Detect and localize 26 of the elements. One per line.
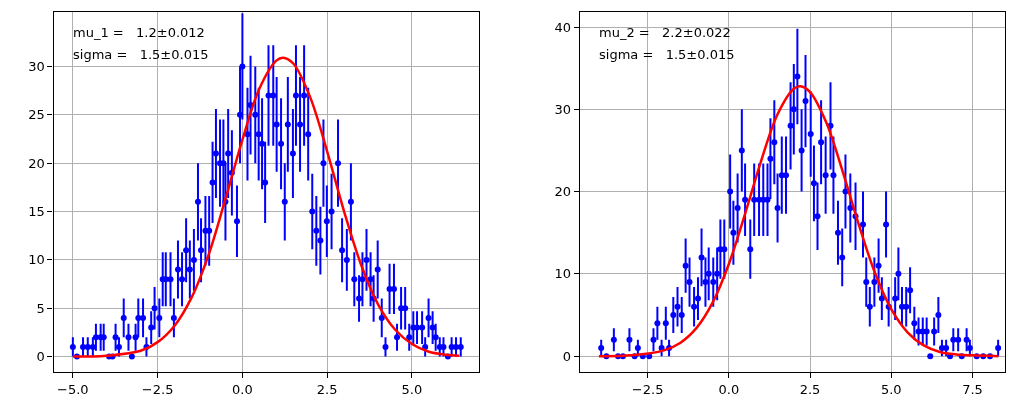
y-tick-label: 10 bbox=[28, 252, 45, 268]
y-tick-label: 40 bbox=[554, 19, 572, 35]
annotation: sigma = 1.5±0.015 bbox=[599, 47, 735, 62]
y-tick-label: 15 bbox=[28, 204, 45, 220]
y-tick-label: 0 bbox=[36, 349, 45, 365]
x-tick-label: 2.5 bbox=[799, 381, 821, 397]
annotation: mu_1 = 1.2±0.012 bbox=[73, 25, 205, 40]
y-tick-label: 20 bbox=[28, 155, 45, 171]
y-tick-label: 25 bbox=[28, 107, 45, 123]
x-tick-label: −2.5 bbox=[141, 381, 174, 397]
x-tick-label: 2.5 bbox=[316, 381, 338, 397]
x-tick-label: 7.5 bbox=[962, 381, 983, 397]
x-tick-label: 0.0 bbox=[718, 381, 740, 397]
x-tick-label: 5.0 bbox=[401, 381, 423, 397]
y-tick-label: 20 bbox=[554, 184, 572, 200]
annotation: sigma = 1.5±0.015 bbox=[73, 47, 209, 62]
y-tick-label: 10 bbox=[554, 266, 572, 282]
x-tick-label: −5.0 bbox=[57, 381, 89, 397]
x-tick-label: −2.5 bbox=[631, 381, 664, 397]
annotation: mu_2 = 2.2±0.022 bbox=[599, 25, 731, 40]
y-tick-label: 0 bbox=[562, 348, 572, 364]
x-tick-label: 5.0 bbox=[880, 381, 902, 397]
y-tick-label: 30 bbox=[28, 58, 45, 74]
x-tick-label: 0.0 bbox=[232, 381, 253, 397]
y-tick-label: 5 bbox=[36, 300, 45, 316]
y-tick-label: 30 bbox=[554, 101, 572, 117]
